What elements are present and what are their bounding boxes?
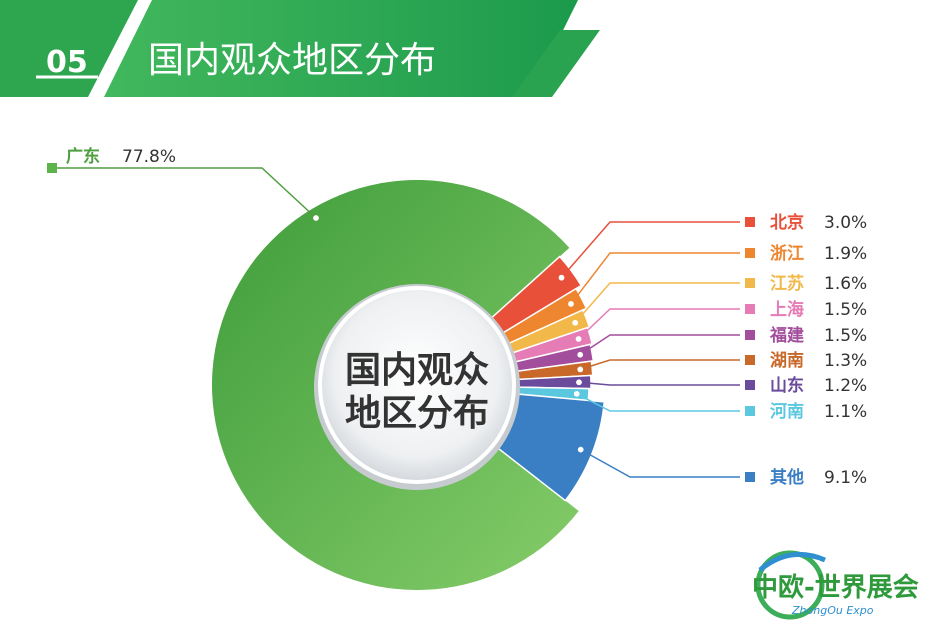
leader-dot-福建 xyxy=(576,350,585,359)
legend-marker-广东 xyxy=(47,163,57,173)
legend-marker-山东 xyxy=(745,380,755,390)
legend-value-湖南: 1.3% xyxy=(824,351,867,371)
legend-value-山东: 1.2% xyxy=(824,376,867,396)
logo-subtitle: ZhongOu Expo xyxy=(791,604,874,617)
legend-name-北京: 北京 xyxy=(770,212,804,233)
globe-swoosh-icon xyxy=(758,551,826,572)
header-number: 05 xyxy=(46,45,88,80)
leader-line-江苏 xyxy=(574,282,740,324)
leader-dot-湖南 xyxy=(576,365,585,374)
banner-stripe xyxy=(512,30,600,97)
banner-title-panel xyxy=(104,0,578,97)
logo: 中欧-世界展会 ZhongOu Expo xyxy=(752,550,919,620)
banner-number-panel xyxy=(0,0,138,97)
center-label-line-1: 国内观众 xyxy=(345,350,489,391)
legend-marker-北京 xyxy=(745,217,755,227)
legend-value-上海: 1.5% xyxy=(824,300,867,320)
leader-dot-江苏 xyxy=(571,318,580,327)
slice-广东 xyxy=(211,180,579,591)
legend-marker-福建 xyxy=(745,330,755,340)
leader-dot-广东 xyxy=(311,213,321,223)
legend-value-广东: 77.8% xyxy=(122,147,176,167)
legend-value-江苏: 1.6% xyxy=(824,274,867,294)
leader-line-上海 xyxy=(578,308,740,340)
leader-dot-浙江 xyxy=(566,299,576,309)
legend-name-浙江: 浙江 xyxy=(770,243,804,264)
leader-line-湖南 xyxy=(580,359,740,371)
leader-line-福建 xyxy=(579,334,740,356)
legend-name-山东: 山东 xyxy=(770,375,804,396)
legend-name-河南: 河南 xyxy=(770,401,804,422)
legend-name-湖南: 湖南 xyxy=(770,350,804,371)
leader-dot-河南 xyxy=(572,389,581,398)
legend-marker-浙江 xyxy=(745,248,755,258)
leader-dot-上海 xyxy=(574,334,583,344)
legend-value-福建: 1.5% xyxy=(824,326,867,346)
leader-line-浙江 xyxy=(570,252,740,305)
legend-marker-湖南 xyxy=(745,355,755,365)
legend-marker-其他 xyxy=(745,472,755,482)
logo-name: 中欧-世界展会 xyxy=(752,572,919,603)
leader-line-其他 xyxy=(580,448,740,478)
center-disc: 国内观众 地区分布 xyxy=(314,284,520,490)
legend-marker-江苏 xyxy=(745,278,755,288)
legend-value-河南: 1.1% xyxy=(824,402,867,422)
legend-marker-上海 xyxy=(745,304,755,314)
legend-labels: 广东 77.8% 北京 3.0% 浙江 1.9% 江苏 1.6% 上海 1.5% 福建 1.5% 湖南 1… xyxy=(47,146,867,488)
leader-dot-北京 xyxy=(557,273,566,282)
leader-line-北京 xyxy=(560,221,740,279)
header-banner: 05 国内观众地区分布 xyxy=(0,0,600,97)
legend-name-上海: 上海 xyxy=(770,299,804,320)
header-title: 国内观众地区分布 xyxy=(148,40,436,81)
legend-name-福建: 福建 xyxy=(769,325,804,346)
legend-name-广东: 广东 xyxy=(66,146,100,167)
leader-dot-其他 xyxy=(576,445,585,454)
legend-value-北京: 3.0% xyxy=(824,213,867,233)
legend-marker-河南 xyxy=(745,406,755,416)
legend-value-浙江: 1.9% xyxy=(824,244,867,264)
leader-lines xyxy=(55,167,740,478)
center-label-line-2: 地区分布 xyxy=(345,393,489,434)
legend-value-其他: 9.1% xyxy=(824,468,867,488)
leader-dot-山东 xyxy=(574,378,584,387)
legend-name-其他: 其他 xyxy=(770,467,804,488)
leader-line-广东 xyxy=(55,167,317,219)
leader-line-河南 xyxy=(576,393,740,412)
leader-line-山东 xyxy=(578,381,740,386)
legend-name-江苏: 江苏 xyxy=(770,273,804,294)
